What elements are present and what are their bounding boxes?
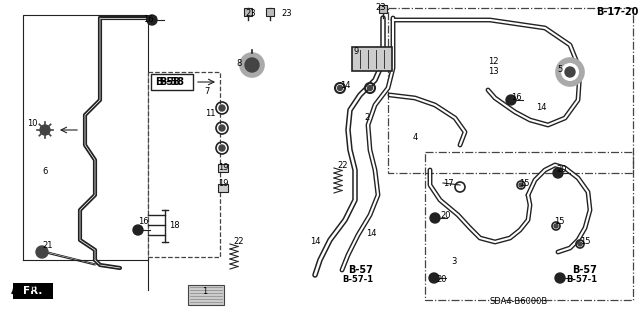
Circle shape xyxy=(245,58,259,72)
Circle shape xyxy=(133,225,143,235)
Text: B-57: B-57 xyxy=(348,265,373,275)
Text: 19: 19 xyxy=(218,162,228,172)
Circle shape xyxy=(240,53,264,77)
Text: B-58: B-58 xyxy=(159,77,184,87)
FancyBboxPatch shape xyxy=(379,5,387,13)
Text: 17: 17 xyxy=(443,179,454,188)
Text: B-57-1: B-57-1 xyxy=(566,276,597,285)
Text: 19: 19 xyxy=(218,179,228,188)
Text: B-58: B-58 xyxy=(155,77,180,87)
FancyBboxPatch shape xyxy=(266,8,274,16)
Text: 23: 23 xyxy=(375,4,386,12)
Circle shape xyxy=(519,183,523,187)
Text: 15: 15 xyxy=(554,218,564,226)
Text: 4: 4 xyxy=(413,132,419,142)
Circle shape xyxy=(219,105,225,111)
Text: 14: 14 xyxy=(536,102,547,112)
FancyBboxPatch shape xyxy=(148,72,220,257)
Text: 21: 21 xyxy=(42,241,52,249)
Circle shape xyxy=(36,246,48,258)
Circle shape xyxy=(555,273,565,283)
Text: B-57-1: B-57-1 xyxy=(342,276,373,285)
Circle shape xyxy=(219,145,225,151)
Text: 20: 20 xyxy=(440,211,451,219)
FancyBboxPatch shape xyxy=(218,184,228,192)
Text: 2: 2 xyxy=(364,113,369,122)
Circle shape xyxy=(556,58,584,86)
Circle shape xyxy=(553,168,563,178)
FancyBboxPatch shape xyxy=(218,164,228,172)
Text: 23: 23 xyxy=(281,9,292,18)
Text: 6: 6 xyxy=(42,167,47,175)
Text: 7: 7 xyxy=(204,86,209,95)
Circle shape xyxy=(40,125,50,135)
Circle shape xyxy=(561,63,579,81)
Text: 10: 10 xyxy=(27,120,38,129)
Text: 22: 22 xyxy=(233,236,243,246)
Text: 9: 9 xyxy=(354,48,359,56)
Text: 14: 14 xyxy=(340,81,351,91)
Text: 16: 16 xyxy=(138,218,148,226)
Circle shape xyxy=(337,85,342,91)
FancyBboxPatch shape xyxy=(244,8,252,16)
Circle shape xyxy=(430,213,440,223)
Text: FR.: FR. xyxy=(30,283,47,293)
Text: 20: 20 xyxy=(436,276,447,285)
Text: 23: 23 xyxy=(245,9,255,18)
Text: 13: 13 xyxy=(488,66,499,76)
FancyBboxPatch shape xyxy=(352,47,392,71)
FancyBboxPatch shape xyxy=(13,283,53,299)
Text: 16: 16 xyxy=(511,93,522,101)
Circle shape xyxy=(219,125,225,131)
Circle shape xyxy=(578,242,582,246)
Circle shape xyxy=(147,15,157,25)
Text: B-17-20: B-17-20 xyxy=(596,7,638,17)
Text: 3: 3 xyxy=(451,256,456,265)
Text: SDA4-B6000B: SDA4-B6000B xyxy=(490,298,548,307)
Text: 15: 15 xyxy=(580,238,591,247)
Text: 20: 20 xyxy=(556,166,566,174)
Text: 5: 5 xyxy=(557,65,563,75)
Text: B-57: B-57 xyxy=(572,265,597,275)
Text: 8: 8 xyxy=(236,58,241,68)
Text: 12: 12 xyxy=(488,56,499,65)
FancyBboxPatch shape xyxy=(151,74,193,90)
Text: 1: 1 xyxy=(202,286,207,295)
Text: 22: 22 xyxy=(337,160,348,169)
Text: 15: 15 xyxy=(519,179,529,188)
Text: FR.: FR. xyxy=(23,286,43,296)
Circle shape xyxy=(554,224,558,228)
Circle shape xyxy=(506,95,516,105)
Text: 14: 14 xyxy=(310,238,321,247)
Text: 16: 16 xyxy=(143,14,154,24)
Circle shape xyxy=(565,67,575,77)
Circle shape xyxy=(429,273,439,283)
Text: 14: 14 xyxy=(366,228,376,238)
Text: 11: 11 xyxy=(205,108,216,117)
Text: 18: 18 xyxy=(169,220,180,229)
Circle shape xyxy=(367,85,372,91)
FancyBboxPatch shape xyxy=(188,285,224,305)
